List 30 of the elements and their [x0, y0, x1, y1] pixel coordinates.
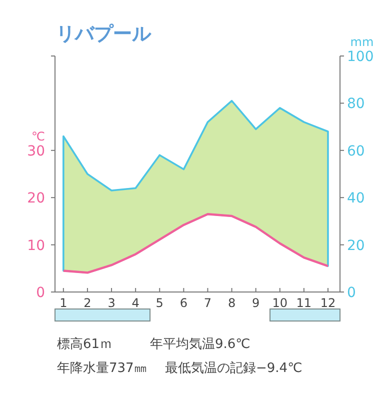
- x-tick-label: 4: [132, 296, 140, 310]
- y-tick-label: 0: [36, 285, 45, 301]
- y2-tick-label: 0: [347, 285, 356, 301]
- text: 最低気温の記録−9.4℃: [165, 361, 302, 376]
- x-tick-label: 5: [156, 296, 164, 310]
- x-tick-label: 2: [84, 296, 92, 310]
- y2-tick-label: 20: [347, 238, 365, 254]
- x-tick-label: 12: [320, 296, 336, 310]
- x-tick-label: 10: [272, 296, 288, 310]
- y2-tick-label: 100: [347, 49, 374, 65]
- chart-title: リバプール: [56, 23, 152, 45]
- y2-axis-title: mm: [350, 35, 374, 49]
- y-axis-title: ℃: [32, 129, 45, 144]
- x-tick-label: 9: [252, 296, 260, 310]
- x-tick-label: 6: [180, 296, 188, 310]
- text: 年平均気温9.6℃: [150, 337, 250, 352]
- y-tick-label: 10: [27, 238, 45, 254]
- x-tick-label: 11: [296, 296, 312, 310]
- text: 年降水量737㎜: [57, 361, 147, 376]
- y-tick-label: 30: [27, 143, 45, 160]
- y2-tick-label: 40: [347, 190, 365, 207]
- line-series: [62, 213, 330, 274]
- x-tick-label: 3: [108, 296, 116, 310]
- y2-tick-label: 80: [347, 96, 365, 112]
- x-tick-label: 1: [60, 296, 68, 310]
- x-tick-label: 7: [204, 296, 212, 310]
- text: 標高61ｍ: [57, 336, 113, 352]
- y-tick-label: 20: [27, 190, 45, 207]
- y2-tick-label: 60: [347, 143, 365, 160]
- x-tick-label: 8: [228, 296, 236, 310]
